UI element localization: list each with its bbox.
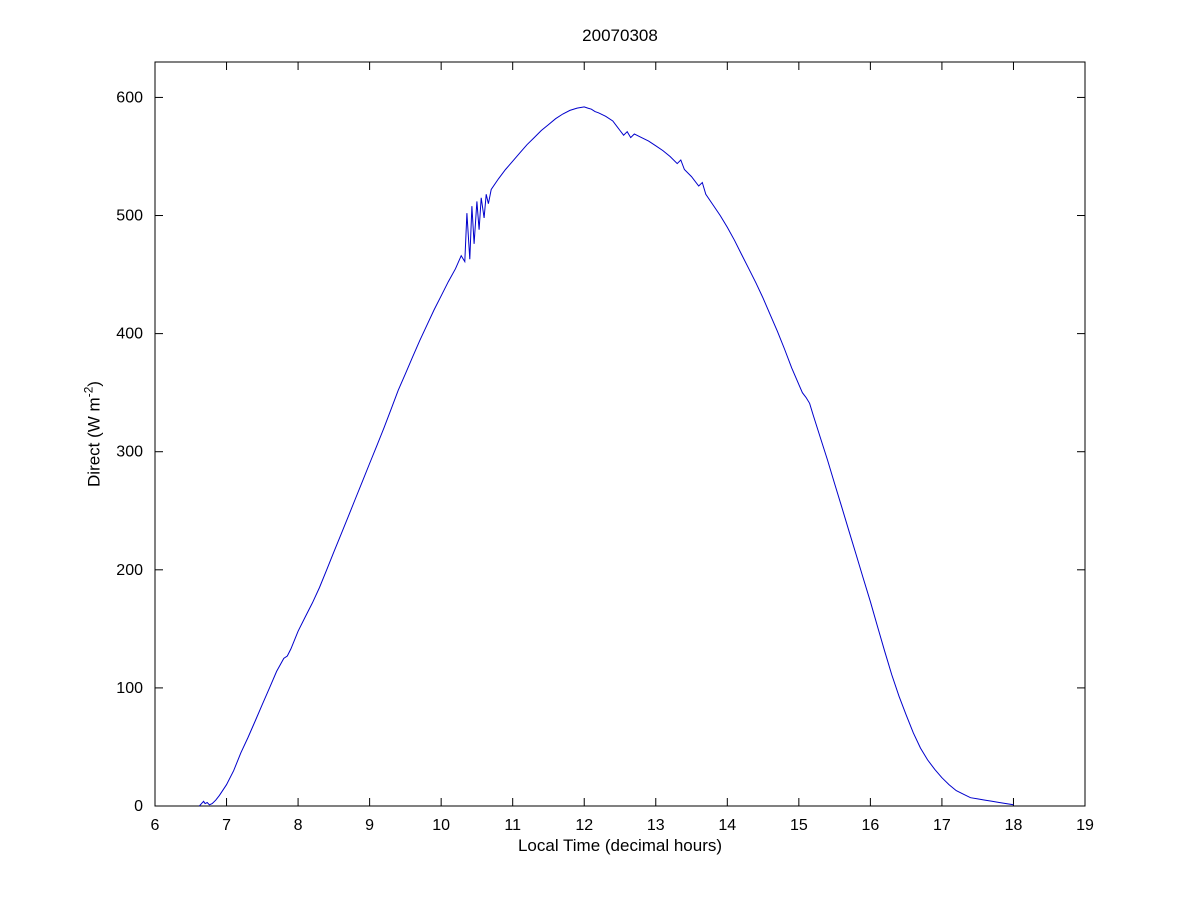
y-tick-label: 100 xyxy=(116,680,143,697)
y-axis-label-prefix: Direct (W m xyxy=(84,397,104,487)
x-tick-label: 8 xyxy=(294,817,303,834)
y-axis-label-suffix: ) xyxy=(84,381,104,387)
x-tick-label: 14 xyxy=(718,817,736,834)
x-tick-label: 12 xyxy=(575,817,593,834)
x-tick-label: 17 xyxy=(933,817,951,834)
x-tick-label: 10 xyxy=(432,817,450,834)
x-tick-label: 15 xyxy=(790,817,808,834)
y-tick-label: 300 xyxy=(116,444,143,461)
y-axis-label: Direct (W m-2) xyxy=(82,381,105,487)
y-tick-label: 400 xyxy=(116,326,143,343)
chart-title: 20070308 xyxy=(582,26,658,45)
y-tick-label: 0 xyxy=(134,798,143,815)
axes-box xyxy=(154,61,1086,807)
x-tick-label: 16 xyxy=(861,817,879,834)
x-tick-label: 13 xyxy=(647,817,665,834)
y-axis-label-superscript: -2 xyxy=(81,386,96,398)
x-axis-label: Local Time (decimal hours) xyxy=(517,836,723,855)
x-tick-label: 18 xyxy=(1005,817,1023,834)
y-tick-label: 500 xyxy=(116,208,143,225)
y-tick-label: 600 xyxy=(116,89,143,106)
x-tick-label: 19 xyxy=(1076,817,1094,834)
y-tick-label: 200 xyxy=(116,562,143,579)
x-tick-label: 6 xyxy=(151,817,160,834)
x-tick-label: 7 xyxy=(222,817,231,834)
x-tick-label: 9 xyxy=(365,817,374,834)
x-tick-label: 11 xyxy=(504,817,521,834)
data-line-direct xyxy=(199,106,1014,807)
